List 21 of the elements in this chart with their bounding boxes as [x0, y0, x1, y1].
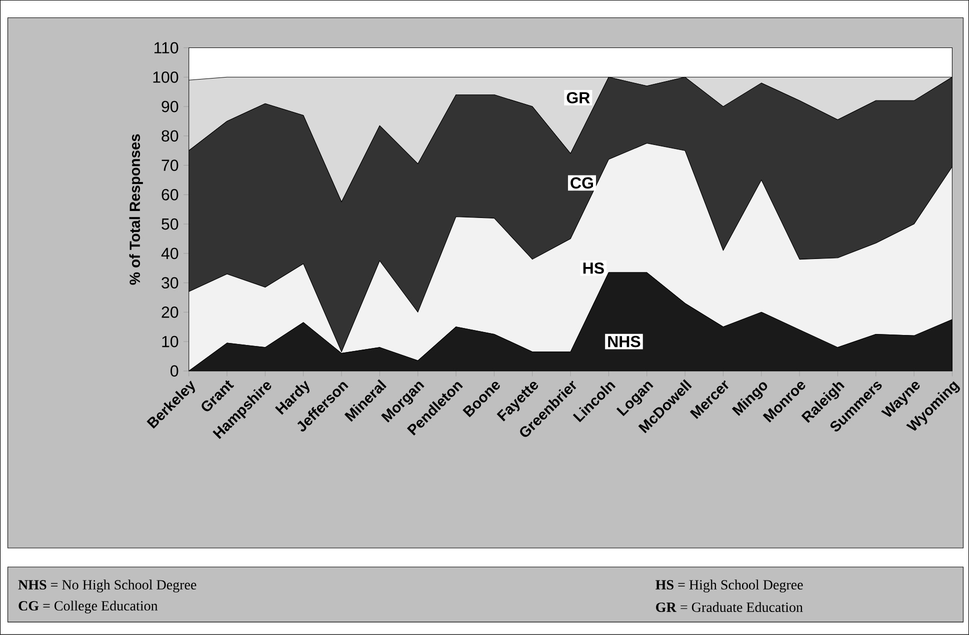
series-label: GR [566, 92, 590, 104]
y-tick-label: 10 [162, 336, 178, 348]
text: NHS = No High School Degree [18, 580, 196, 592]
y-tick-label: 100 [153, 72, 178, 83]
y-axis-title: % of Total Responses [129, 134, 143, 285]
y-tick-label: 20 [162, 306, 178, 318]
y-tick-label: 0 [170, 365, 178, 377]
text: CG = College Education [18, 600, 158, 614]
series-label: HS [583, 262, 604, 274]
y-tick-label: 50 [162, 218, 178, 230]
y-tick-label: 30 [162, 277, 178, 289]
y-tick-label: 80 [162, 130, 178, 142]
text: GR = Graduate Education [656, 602, 803, 612]
y-tick-label: 70 [162, 160, 178, 172]
y-tick-label: 90 [162, 100, 178, 112]
y-tick-label: 40 [161, 248, 178, 260]
series-label: NHS [608, 336, 640, 348]
y-tick-label: 110 [154, 42, 178, 54]
series-label: CG [570, 177, 594, 189]
text: HS = High School Degree [656, 580, 803, 592]
y-tick-label: 60 [162, 189, 178, 200]
